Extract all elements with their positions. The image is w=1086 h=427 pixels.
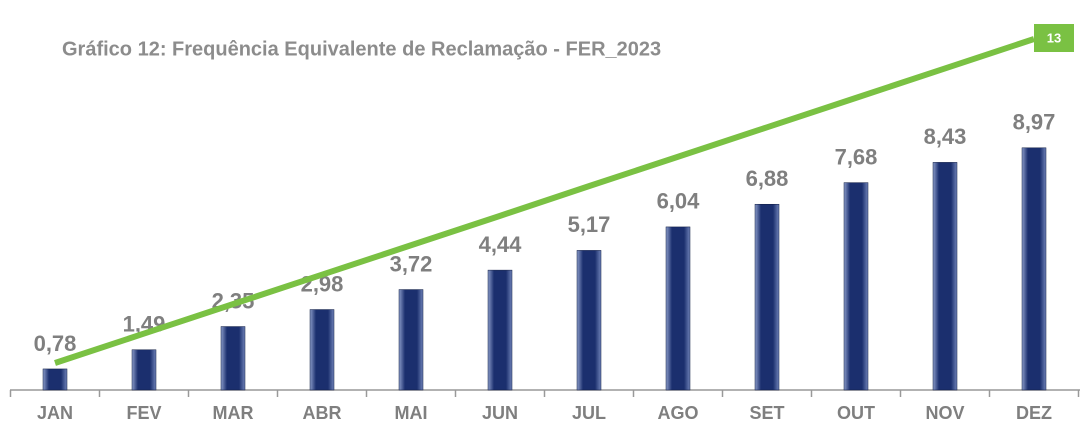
data-label: 0,78 xyxy=(34,331,77,356)
bar xyxy=(754,203,780,391)
data-label: 7,68 xyxy=(835,144,878,169)
x-tick-label: SET xyxy=(749,403,784,423)
x-tick-label: OUT xyxy=(837,403,875,423)
x-tick-label: JAN xyxy=(37,403,73,423)
bar xyxy=(932,162,958,391)
bar xyxy=(220,326,246,391)
bar xyxy=(1021,147,1047,391)
bar xyxy=(665,226,691,391)
line-label: 13 xyxy=(1047,30,1061,45)
line-label-box xyxy=(1034,24,1074,52)
data-label: 6,04 xyxy=(657,189,701,214)
bar xyxy=(843,182,869,391)
x-tick-label: JUN xyxy=(482,403,518,423)
x-tick-label: MAR xyxy=(213,403,254,423)
data-label: 3,72 xyxy=(390,251,433,276)
bar xyxy=(131,349,157,391)
x-tick-label: JUL xyxy=(572,403,606,423)
x-tick-label: FEV xyxy=(126,403,161,423)
bar xyxy=(487,269,513,391)
x-tick-label: NOV xyxy=(925,403,964,423)
bar xyxy=(398,289,424,391)
x-tick-label: DEZ xyxy=(1016,403,1052,423)
bar xyxy=(309,309,335,391)
x-tick-label: ABR xyxy=(303,403,342,423)
data-label: 4,44 xyxy=(479,232,523,257)
data-label: 6,88 xyxy=(746,166,789,191)
data-label: 8,97 xyxy=(1013,110,1056,135)
x-tick-label: AGO xyxy=(657,403,698,423)
chart-title: Gráfico 12: Frequência Equivalente de Re… xyxy=(62,38,661,60)
limit-line xyxy=(54,36,1035,366)
x-tick-label: MAI xyxy=(395,403,428,423)
data-label: 8,43 xyxy=(924,124,967,149)
data-label: 5,17 xyxy=(568,212,611,237)
bar xyxy=(42,368,68,391)
bar xyxy=(576,250,602,391)
